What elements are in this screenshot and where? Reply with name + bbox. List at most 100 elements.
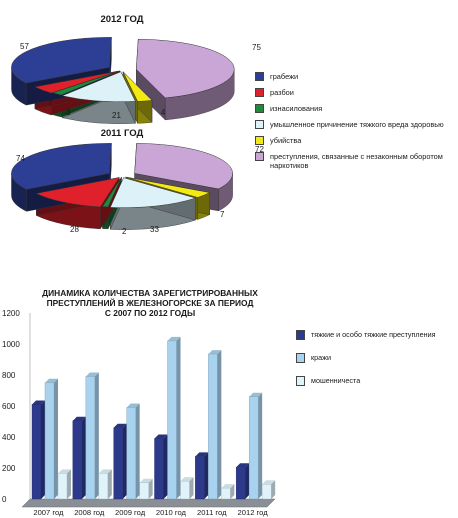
pie-slice: [102, 177, 122, 208]
bar: [72, 420, 83, 500]
bar-top: [208, 350, 222, 355]
pie-data-label: 28: [70, 225, 79, 234]
legend-label: преступления, связанные с незаконным обо…: [270, 152, 443, 170]
legend-label: мошенничеста: [311, 376, 361, 385]
bar-side: [107, 469, 112, 499]
bar-side: [122, 423, 127, 499]
pie-2012: 2012 ГОД 57 7 3 21 4 75: [11, 14, 261, 124]
bar-top: [195, 452, 209, 457]
pie-title: 2012 ГОД: [100, 14, 143, 25]
bar-side: [204, 452, 209, 499]
bar-top: [72, 416, 86, 421]
legend-swatch: [255, 120, 264, 129]
bar-top: [58, 469, 71, 474]
legend-label: убийства: [270, 136, 302, 145]
pie-slice: [109, 177, 197, 208]
bar-side: [148, 478, 153, 499]
bar-top: [139, 478, 153, 483]
pie-slice: [34, 70, 119, 94]
bar: [139, 482, 149, 500]
legend-item-rape: изнасилования: [255, 104, 455, 113]
bar-top: [126, 403, 140, 408]
pie-data-label: 72: [255, 145, 264, 154]
bar-side: [67, 469, 71, 499]
legend-swatch: [255, 136, 264, 145]
pie-charts: 2012 ГОД 57 7 3 21 4 75 2011 ГОД 74 28 2 33 7 72: [11, 14, 264, 236]
bar-top: [236, 463, 250, 468]
bar-top: [262, 480, 276, 485]
legend-swatch: [296, 353, 305, 363]
bar: [57, 473, 68, 500]
pie-data-label: 33: [150, 225, 159, 234]
bar-side: [230, 484, 235, 499]
legend-swatch: [255, 104, 264, 113]
bar: [44, 382, 55, 500]
legend-item-grave-crimes: тяжкие и особо тяжкие преступления: [296, 330, 456, 340]
bar-top: [154, 434, 168, 439]
legend-item-drugs: преступления, связанные с незаконным обо…: [255, 152, 455, 170]
y-tick-label: 800: [2, 371, 16, 380]
x-tick-label: 2012 год: [238, 508, 269, 517]
legend-item-grievous-harm: умышленное причинение тяжкого вреда здор…: [255, 120, 455, 129]
bar: [85, 376, 96, 500]
y-tick-label: 1200: [2, 309, 20, 318]
bar: [31, 404, 42, 500]
legend-label: грабежи: [270, 72, 299, 81]
pie-data-label: 2: [122, 227, 127, 236]
y-tick-label: 200: [2, 464, 16, 473]
pie-data-label: 74: [16, 154, 25, 163]
bar-side: [176, 336, 181, 499]
pie-slice: [61, 71, 136, 102]
legend-item-theft: кражи: [296, 353, 456, 363]
bar-title-line: ДИНАМИКА КОЛИЧЕСТВА ЗАРЕГИСТРИРОВАННЫХ: [42, 288, 258, 298]
pie-slice: [11, 37, 112, 84]
pie-slice: [136, 39, 235, 99]
pie-data-label: 7: [220, 210, 225, 219]
bar-title-line: ПРЕСТУПЛЕНИЙ В ЖЕЛЕЗНОГОРСКЕ ЗА ПЕРИОД: [47, 297, 254, 308]
legend-item-murder: убийства: [255, 136, 455, 145]
bar-top: [85, 372, 99, 377]
bar-side: [54, 378, 58, 499]
legend-swatch: [255, 152, 264, 161]
pie-legend: грабежи разбои изнасилования умышленное …: [255, 72, 455, 177]
bar-top: [221, 484, 235, 489]
pie-data-label: 75: [252, 43, 261, 52]
legend-item-assault: разбои: [255, 88, 455, 97]
legend-label: изнасилования: [270, 104, 323, 113]
bar-side: [189, 477, 194, 499]
bar-floor: [21, 498, 276, 508]
bar-side: [245, 463, 250, 499]
y-tick-label: 1000: [2, 340, 20, 349]
pie-data-label: 57: [20, 42, 29, 51]
bar: [235, 467, 246, 500]
pie-2011: 2011 ГОД 74 28 2 33 7 72: [11, 128, 264, 236]
bar-top: [45, 378, 58, 383]
bar-top: [167, 336, 181, 341]
bar-chart: ДИНАМИКА КОЛИЧЕСТВА ЗАРЕГИСТРИРОВАННЫХПР…: [2, 288, 276, 517]
bar-side: [41, 400, 45, 499]
bar: [98, 473, 109, 500]
bar-side: [217, 350, 222, 499]
pie-slice: [122, 71, 153, 102]
legend-swatch: [296, 376, 305, 386]
pie-slice: [35, 177, 120, 208]
bar: [221, 487, 231, 500]
x-tick-label: 2007 год: [33, 508, 64, 517]
bar: [180, 480, 190, 500]
legend-item-robbery: грабежи: [255, 72, 455, 81]
legend-label: умышленное причинение тяжкого вреда здор…: [270, 120, 444, 129]
bar-side: [135, 403, 140, 499]
pie-data-label: 3: [66, 108, 71, 117]
bar-side: [163, 434, 168, 499]
bar-side: [94, 372, 99, 499]
pie-data-label: 4: [161, 108, 166, 117]
pie-slice: [52, 70, 121, 96]
bar-title-line: С 2007 ПО 2012 ГОДЫ: [105, 308, 195, 318]
bar-side: [81, 416, 86, 499]
legend-item-fraud: мошенничеста: [296, 376, 456, 386]
pie-data-label: 21: [112, 111, 121, 120]
y-tick-label: 600: [2, 402, 16, 411]
bar: [208, 353, 218, 500]
bar: [195, 456, 205, 500]
bar-top: [98, 469, 112, 474]
